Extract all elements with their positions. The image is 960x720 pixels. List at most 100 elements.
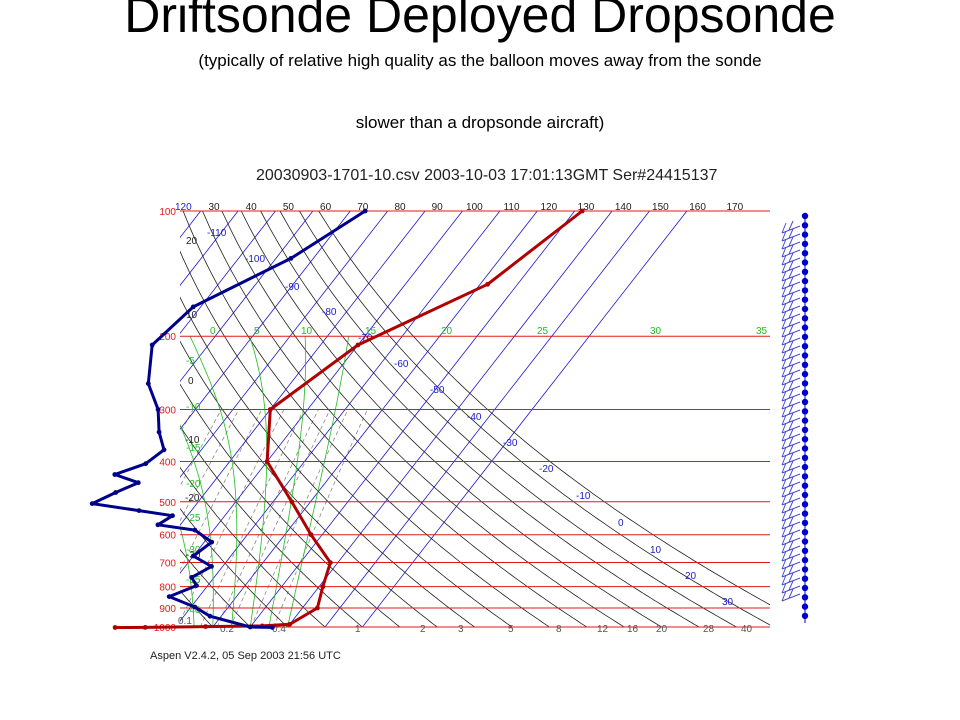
dry-adiabat-label: -10 — [185, 435, 200, 446]
dewpoint-point — [136, 508, 142, 513]
mixing-ratio-label: 5 — [508, 624, 514, 635]
dry-adiabat-line — [0, 211, 175, 627]
pressure-label: 600 — [159, 531, 176, 542]
dewpoint-trace — [90, 209, 367, 629]
pressure-label: 500 — [159, 498, 176, 509]
wind-dot — [801, 501, 809, 508]
wind-dot — [801, 538, 809, 545]
wind-dot — [801, 594, 809, 601]
wind-barb — [781, 548, 801, 562]
mixing-ratio-label: 2 — [420, 624, 426, 635]
moist-adiabat-line — [0, 447, 26, 627]
temperature-point — [112, 625, 118, 630]
isotherm-label-top: 100 — [466, 202, 483, 213]
wind-barb — [781, 412, 801, 426]
wind-dot — [801, 529, 809, 536]
chart-series — [89, 208, 585, 630]
slide-subtitle-line2: slower than a dropsonde aircraft) — [355, 113, 605, 132]
wind-barb — [781, 452, 801, 466]
moist-adiabat-label: -15 — [186, 443, 201, 454]
wind-dot — [801, 398, 809, 406]
wind-dot — [801, 296, 809, 303]
temperature-point — [355, 342, 361, 348]
wind-dot — [801, 250, 809, 257]
wind-barb — [781, 492, 801, 506]
wind-barb — [781, 460, 801, 474]
wind-dot — [801, 445, 809, 452]
chart-footer: Aspen V2.4.2, 05 Sep 2003 21:56 UTC — [150, 650, 341, 662]
dewpoint-point — [190, 304, 196, 310]
temperature-label: -30 — [503, 438, 518, 449]
dewpoint-point — [194, 583, 199, 588]
wind-barb — [781, 276, 801, 290]
wind-barb — [781, 348, 801, 362]
wind-dot — [801, 612, 809, 620]
pressure-label: 300 — [159, 405, 176, 416]
temperature-label: -60 — [394, 359, 409, 370]
temperature-label: -80 — [322, 307, 337, 318]
mixing-ratio-line — [230, 409, 331, 628]
isotherm-label-top: 50 — [283, 202, 295, 213]
wind-dot — [801, 463, 809, 471]
moist-adiabat-label: -30 — [186, 545, 201, 556]
dewpoint-point — [89, 501, 95, 506]
dry-adiabat-line — [180, 507, 288, 628]
pressure-label: 700 — [159, 559, 176, 570]
mixing-ratio-label: 3 — [458, 624, 464, 635]
wind-dot — [801, 315, 809, 322]
moist-adiabat-label: 15 — [365, 326, 377, 337]
moist-adiabat-label: 10 — [301, 326, 313, 337]
mixing-ratio-line — [273, 409, 368, 628]
slide-subtitle-line1: (typically of relative high quality as t… — [198, 51, 762, 70]
temperature-label: 0 — [618, 518, 624, 529]
dewpoint-point — [209, 564, 214, 569]
wind-barb — [781, 484, 801, 498]
wind-dot — [801, 287, 809, 294]
dry-adiabat-line — [318, 210, 770, 606]
wind-dot — [801, 473, 809, 480]
wind-dot — [801, 352, 809, 359]
dry-adiabat-line — [180, 590, 214, 628]
temperature-point — [267, 407, 273, 412]
wind-barb — [781, 252, 801, 266]
wind-dot — [801, 603, 809, 610]
wind-dot — [801, 361, 809, 368]
dry-adiabat-line — [180, 250, 513, 628]
dry-adiabat-line — [0, 211, 101, 627]
isotherm-label-top: 70 — [357, 202, 369, 213]
wind-dot — [801, 389, 809, 396]
isotherm-label-top: 30 — [208, 202, 220, 213]
dry-adiabat-line — [180, 340, 438, 628]
wind-barb — [781, 244, 801, 258]
dry-adiabat-line — [182, 210, 550, 628]
temperature-label: -50 — [430, 385, 445, 396]
wind-dot — [801, 324, 809, 331]
wind-barb — [781, 268, 801, 282]
wind-dot — [801, 584, 809, 592]
dewpoint-point — [143, 461, 149, 467]
isotherm-label-top: 40 — [246, 202, 258, 213]
wind-dot — [801, 370, 809, 378]
temperature-point — [328, 560, 333, 565]
temperature-point — [203, 624, 209, 629]
temperature-label: -90 — [285, 282, 300, 293]
dewpoint-point — [112, 472, 118, 477]
wind-dot — [801, 491, 809, 499]
wind-dot — [801, 454, 809, 461]
wind-barb — [781, 420, 801, 434]
wind-dot — [801, 343, 809, 350]
temperature-point — [287, 621, 293, 627]
temperature-label: -70 — [358, 333, 373, 344]
dewpoint-point — [161, 447, 167, 453]
temperature-label: 10 — [650, 545, 662, 556]
isotherm-label-top: 90 — [432, 202, 444, 213]
wind-dot — [801, 426, 809, 434]
moist-adiabat-label: 0 — [210, 326, 216, 337]
wind-barb — [781, 468, 801, 482]
dewpoint-point — [192, 527, 198, 533]
moist-adiabat-line — [268, 336, 307, 628]
dry-adiabat-line — [279, 210, 737, 628]
dry-adiabat-label: 0 — [188, 376, 194, 387]
